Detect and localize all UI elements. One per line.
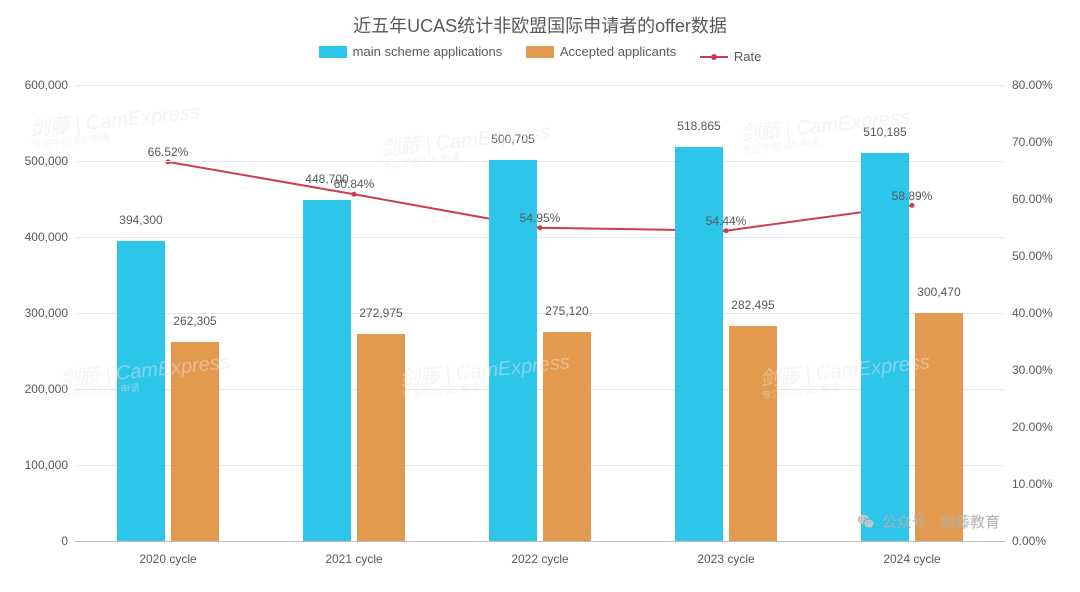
x-tick-label: 2024 cycle <box>819 552 1005 566</box>
x-tick-label: 2022 cycle <box>447 552 633 566</box>
y-left-tick: 500,000 <box>10 154 68 168</box>
bar-label-applications: 518,865 <box>659 119 739 133</box>
legend-label-rate: Rate <box>734 49 761 64</box>
y-right-tick: 70.00% <box>1012 135 1070 149</box>
category-group: 2021 cycle448,700272,975 <box>261 85 447 541</box>
category-group: 2023 cycle518,865282,495 <box>633 85 819 541</box>
y-left-tick: 100,000 <box>10 458 68 472</box>
y-left-tick: 0 <box>10 534 68 548</box>
plot-area: 0100,000200,000300,000400,000500,000600,… <box>75 85 1005 542</box>
chart-container: 近五年UCAS统计非欧盟国际申请者的offer数据 main scheme ap… <box>0 0 1080 592</box>
legend-item-accepted: Accepted applicants <box>526 44 676 59</box>
y-right-tick: 10.00% <box>1012 477 1070 491</box>
bar-applications <box>117 241 165 541</box>
rate-label: 66.52% <box>148 145 189 159</box>
legend-swatch-applications <box>319 46 347 58</box>
attribution: 公众号 · 剑藤教育 <box>856 511 1000 532</box>
y-left-tick: 400,000 <box>10 230 68 244</box>
y-right-tick: 80.00% <box>1012 78 1070 92</box>
rate-label: 58.89% <box>892 189 933 203</box>
legend-swatch-accepted <box>526 46 554 58</box>
y-right-tick: 50.00% <box>1012 249 1070 263</box>
bar-accepted <box>915 313 963 541</box>
rate-label: 54.44% <box>706 214 747 228</box>
legend: main scheme applications Accepted applic… <box>0 44 1080 64</box>
legend-item-applications: main scheme applications <box>319 44 503 59</box>
y-right-tick: 20.00% <box>1012 420 1070 434</box>
bar-label-accepted: 275,120 <box>527 304 607 318</box>
rate-label: 60.84% <box>334 178 375 192</box>
bar-applications <box>675 147 723 541</box>
attribution-text: 公众号 · 剑藤教育 <box>882 511 1000 532</box>
y-right-tick: 30.00% <box>1012 363 1070 377</box>
legend-label-accepted: Accepted applicants <box>560 44 676 59</box>
x-tick-label: 2023 cycle <box>633 552 819 566</box>
legend-swatch-rate <box>700 56 728 58</box>
category-group: 2024 cycle510,185300,470 <box>819 85 1005 541</box>
y-right-tick: 40.00% <box>1012 306 1070 320</box>
bar-accepted <box>171 342 219 541</box>
y-left-tick: 200,000 <box>10 382 68 396</box>
bar-label-applications: 500,705 <box>473 132 553 146</box>
chart-title: 近五年UCAS统计非欧盟国际申请者的offer数据 <box>0 12 1080 38</box>
bar-label-accepted: 262,305 <box>155 314 235 328</box>
y-left-tick: 300,000 <box>10 306 68 320</box>
bar-accepted <box>357 334 405 541</box>
bar-label-applications: 510,185 <box>845 125 925 139</box>
bar-label-accepted: 282,495 <box>713 298 793 312</box>
bar-applications <box>861 153 909 541</box>
category-group: 2022 cycle500,705275,120 <box>447 85 633 541</box>
bar-label-accepted: 300,470 <box>899 285 979 299</box>
bar-label-accepted: 272,975 <box>341 306 421 320</box>
y-right-tick: 0.00% <box>1012 534 1070 548</box>
bar-label-applications: 394,300 <box>101 213 181 227</box>
legend-item-rate: Rate <box>700 49 761 64</box>
rate-label: 54.95% <box>520 211 561 225</box>
bar-accepted <box>729 326 777 541</box>
x-tick-label: 2020 cycle <box>75 552 261 566</box>
legend-label-applications: main scheme applications <box>353 44 503 59</box>
y-left-tick: 600,000 <box>10 78 68 92</box>
bar-applications <box>303 200 351 541</box>
bar-accepted <box>543 332 591 541</box>
x-tick-label: 2021 cycle <box>261 552 447 566</box>
wechat-icon <box>856 512 876 532</box>
y-right-tick: 60.00% <box>1012 192 1070 206</box>
